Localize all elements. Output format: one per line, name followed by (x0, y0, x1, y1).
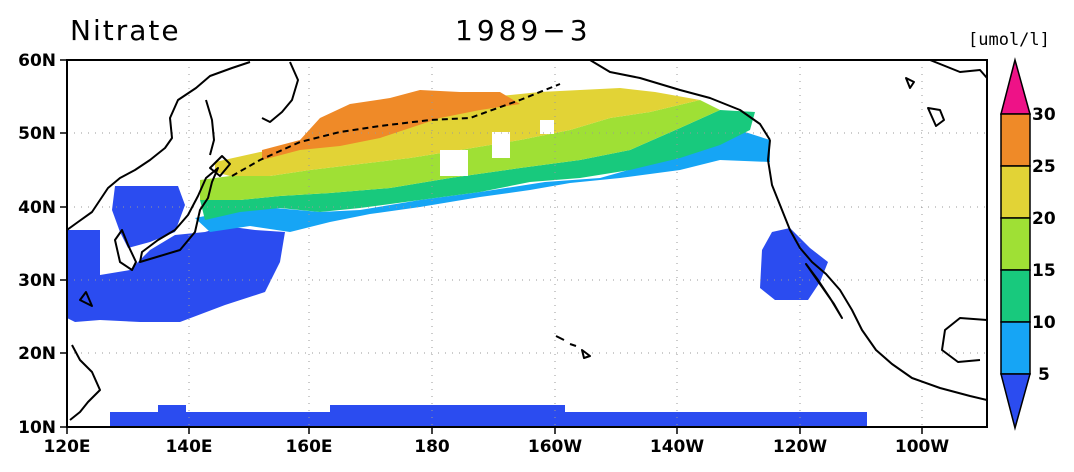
lat-label: 60N (18, 51, 56, 71)
coast-aleutians (231, 83, 561, 177)
lon-label: 100W (895, 437, 949, 457)
nitrate-field (67, 88, 867, 427)
colorbar-label: 30 (1032, 105, 1056, 125)
field-lt5-japan (112, 186, 185, 248)
coastlines (67, 60, 987, 421)
coast-hudson (929, 60, 987, 79)
field-5-10-north (195, 132, 770, 232)
coast-gulf-mexico (941, 317, 987, 363)
lon-label: 140E (165, 437, 212, 457)
coast-asia (67, 61, 251, 231)
colorbar-10-15 (1000, 269, 1031, 323)
colorbar-gt30 (1000, 57, 1031, 115)
colorbar-label: 10 (1032, 313, 1056, 333)
lat-label: 10N (18, 418, 56, 438)
field-lt5-equator-step (158, 405, 186, 413)
coast-hawaii (555, 335, 591, 359)
colorbar-15-20 (1000, 217, 1031, 271)
lon-label: 180 (414, 437, 450, 457)
colorbar-lt5 (1000, 373, 1031, 431)
coast-kamchatka (261, 61, 299, 123)
missing-1 (440, 150, 468, 176)
field-lt5-west (67, 226, 285, 322)
lon-label: 120W (773, 437, 827, 457)
coast-north-america (767, 139, 987, 401)
map-frame (66, 59, 988, 428)
lon-label: 140W (650, 437, 704, 457)
coast-vancouver-islands (905, 77, 945, 127)
variable-title: Nitrate (70, 14, 181, 47)
axis-ticks (60, 59, 923, 434)
colorbar (1000, 57, 1031, 431)
field-lt5-equator-mid (330, 405, 565, 427)
colorbar-20-25 (1000, 165, 1031, 219)
field-25-30 (262, 90, 520, 160)
colorbar-label: 20 (1032, 209, 1056, 229)
coast-hokkaido (209, 155, 231, 177)
coast-alaska (589, 60, 771, 141)
units-label: [umol/l] (968, 30, 1050, 50)
field-lt5-equator-east (565, 412, 867, 427)
coast-philippines (69, 344, 101, 421)
lon-label: 160E (285, 437, 332, 457)
coast-korea (114, 229, 137, 271)
field-20-25 (215, 88, 700, 176)
coast-japan (139, 167, 219, 263)
field-lt5-east (760, 228, 828, 300)
field-10-15 (200, 110, 755, 220)
lon-label: 120E (43, 437, 90, 457)
coast-taiwan (79, 291, 93, 307)
coast-baja (805, 263, 843, 319)
colorbar-25-30 (1000, 113, 1031, 167)
lat-label: 20N (18, 344, 56, 364)
date-title: 1989−3 (455, 14, 592, 47)
colorbar-label: 25 (1032, 157, 1056, 177)
lat-label: 30N (18, 271, 56, 291)
colorbar-label: 15 (1032, 261, 1056, 281)
missing-3 (540, 120, 554, 134)
field-lt5-equator-west (110, 412, 330, 427)
lon-label: 160W (528, 437, 582, 457)
colorbar-label: 5 (1038, 365, 1050, 385)
coast-sakhalin (205, 99, 215, 156)
lat-label: 50N (18, 124, 56, 144)
missing-2 (492, 132, 510, 158)
colorbar-5-10 (1000, 321, 1031, 375)
lat-label: 40N (18, 198, 56, 218)
